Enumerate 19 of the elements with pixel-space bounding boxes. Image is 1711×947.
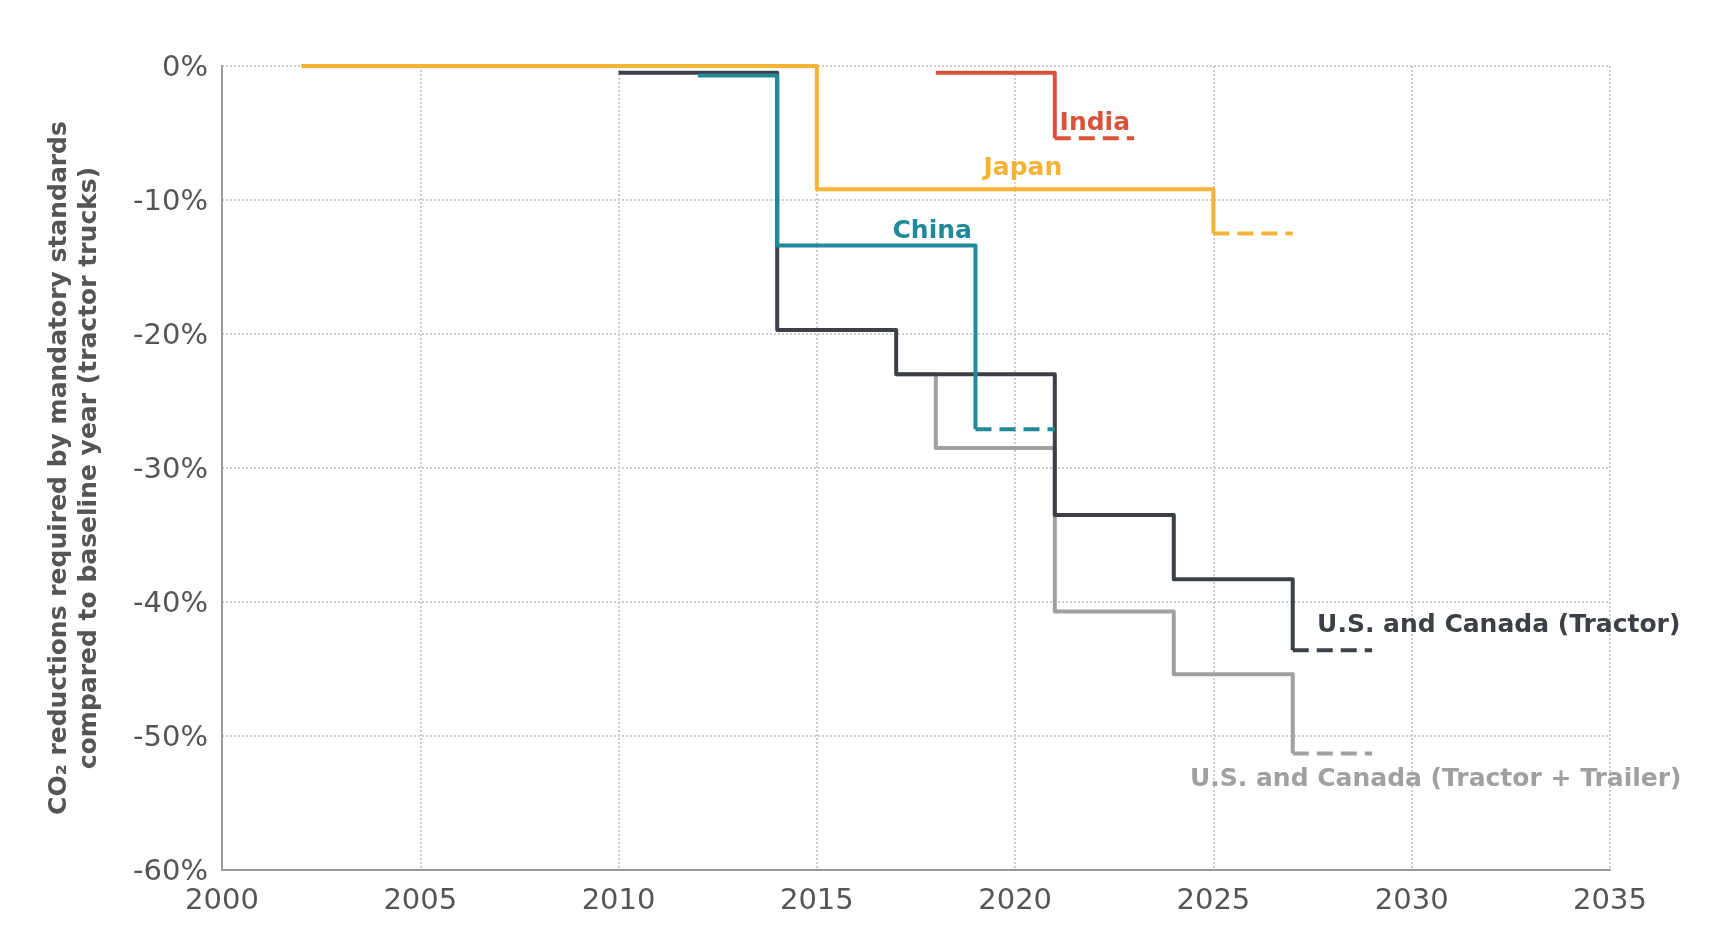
series-label: India xyxy=(1059,106,1131,136)
y-tick-label: -10% xyxy=(133,183,208,217)
x-tick-label: 2015 xyxy=(779,881,854,916)
series-label: U.S. and Canada (Tractor) xyxy=(1317,608,1681,638)
x-tick-label: 2035 xyxy=(1573,881,1647,916)
series-label: China xyxy=(892,215,972,245)
y-tick-label: -50% xyxy=(133,719,208,753)
series-label: Japan xyxy=(981,151,1063,181)
x-tick-label: 2020 xyxy=(978,881,1053,916)
y-tick-label: 0% xyxy=(161,49,208,83)
y-tick-label: -40% xyxy=(133,585,208,619)
y-tick-label: -20% xyxy=(133,317,208,351)
x-tick-label: 2025 xyxy=(1176,881,1251,916)
x-tick-label: 2010 xyxy=(581,881,656,916)
text: U.S. and Canada (Tractor + Trailer) xyxy=(1189,762,1682,792)
x-tick-label: 2005 xyxy=(383,881,458,916)
y-axis-title: CO₂ reductions required by mandatory standards compared to baseline year (tractor trucks) xyxy=(42,121,102,815)
x-tick-label: 2030 xyxy=(1374,881,1449,916)
y-tick-label: -30% xyxy=(133,451,208,485)
